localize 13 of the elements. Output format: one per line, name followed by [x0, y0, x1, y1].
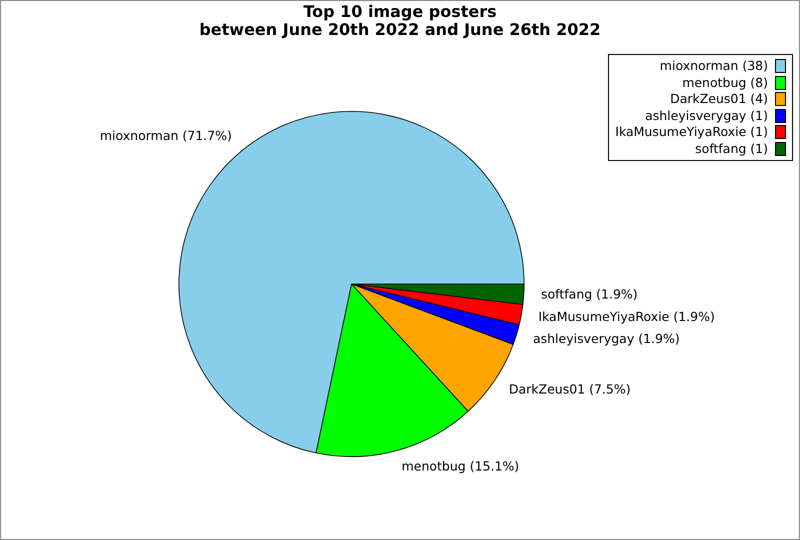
data-label: DarkZeus01 (7.5%)	[508, 381, 631, 396]
legend-label: softfang (1)	[695, 140, 768, 157]
data-label: IkaMusumeYiyaRoxie (1.9%)	[538, 309, 715, 324]
chart-title: Top 10 image posters between June 20th 2022 and June 26th 2022	[198, 2, 602, 39]
legend-label: ashleyisverygay (1)	[645, 108, 768, 124]
data-label: menotbug (15.1%)	[402, 458, 520, 474]
legend-label: IkaMusumeYiyaRoxie (1)	[615, 124, 768, 140]
data-label: mioxnorman (71.7%)	[100, 128, 232, 143]
legend-label: menotbug (8)	[682, 74, 768, 91]
legend-label: mioxnorman (38)	[660, 58, 768, 74]
data-label: ashleyisverygay (1.9%)	[532, 331, 680, 346]
data-label: softfang (1.9%)	[541, 286, 638, 302]
legend-label: DarkZeus01 (4)	[670, 91, 768, 108]
